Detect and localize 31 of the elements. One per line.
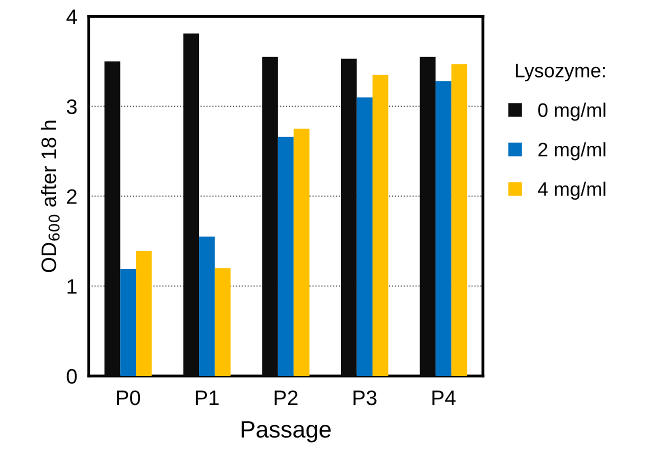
bar	[262, 56, 278, 376]
x-tick-label: P4	[432, 390, 456, 405]
y-tick-label: 3	[66, 99, 77, 114]
bar	[120, 269, 136, 376]
bar	[104, 61, 120, 376]
x-tick-label: P3	[354, 390, 376, 406]
bar	[199, 236, 215, 376]
bar	[436, 81, 452, 376]
x-tick-label: P2	[274, 390, 298, 405]
y-axis-title: OD$_{600}$ after 18 h	[40, 120, 60, 272]
x-tick-label: P0	[117, 390, 140, 406]
y-tick-label: 2	[67, 189, 77, 204]
bar	[214, 268, 231, 376]
bar	[183, 34, 200, 376]
y-tick-label: 1	[68, 279, 77, 294]
legend-label: 4 mg/ml	[538, 182, 606, 200]
bar	[451, 64, 468, 376]
bar	[278, 136, 294, 376]
y-tick-label: 4	[66, 10, 77, 24]
y-tick-label: 0	[66, 369, 77, 384]
bar	[420, 56, 436, 376]
bar	[294, 128, 310, 376]
bar	[136, 251, 152, 376]
bar	[372, 74, 388, 376]
x-axis-title: Passage	[242, 421, 331, 442]
x-tick-label: P1	[196, 390, 219, 405]
bar	[356, 97, 373, 376]
bar	[340, 58, 357, 376]
legend-label: 0 mg/ml	[538, 102, 606, 121]
legend-title: Lysozyme:	[516, 64, 605, 82]
legend-label: 2 mg/ml	[538, 142, 606, 160]
